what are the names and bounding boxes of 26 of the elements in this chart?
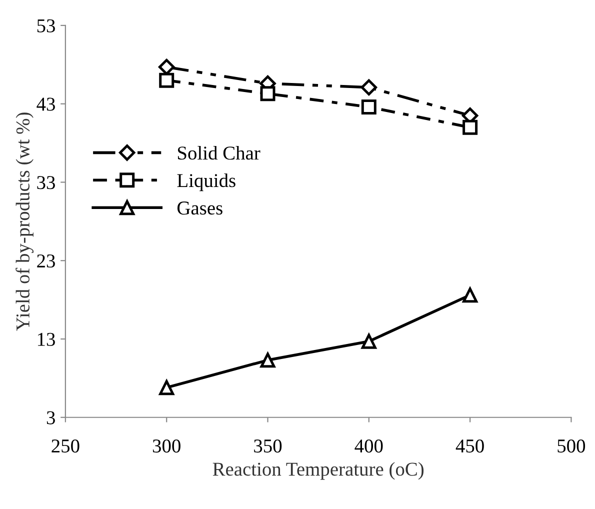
- point: [159, 72, 174, 88]
- x-axis-title: Reaction Temperature (oC): [212, 462, 424, 480]
- point: [361, 99, 376, 114]
- y-tick-label: 23: [37, 254, 55, 268]
- x-tick-label: 250: [52, 439, 80, 453]
- y-tick-label: 33: [37, 176, 55, 190]
- point: [260, 86, 276, 102]
- x-tick-label: 500: [558, 439, 586, 453]
- x-tick-label: 450: [456, 439, 484, 453]
- legend-label: Gases: [177, 202, 222, 215]
- x-tick-label: 300: [152, 439, 180, 453]
- y-tick-label: 13: [38, 332, 55, 346]
- y-axis-title: Yield of by-products (wt %): [16, 112, 34, 331]
- y-tick-label: 3: [46, 411, 55, 424]
- y-tick-label: 43: [36, 98, 55, 111]
- legend-label: Solid Char: [178, 146, 260, 160]
- point: [462, 120, 478, 135]
- x-tick-label: 350: [254, 439, 282, 453]
- legend-label: Liquids: [177, 173, 236, 192]
- point: [462, 288, 478, 303]
- point: [260, 352, 276, 368]
- x-tick-label: 400: [354, 439, 383, 453]
- point: [360, 79, 378, 96]
- point: [159, 380, 174, 396]
- y-tick-label: 53: [37, 19, 55, 32]
- point: [361, 334, 376, 349]
